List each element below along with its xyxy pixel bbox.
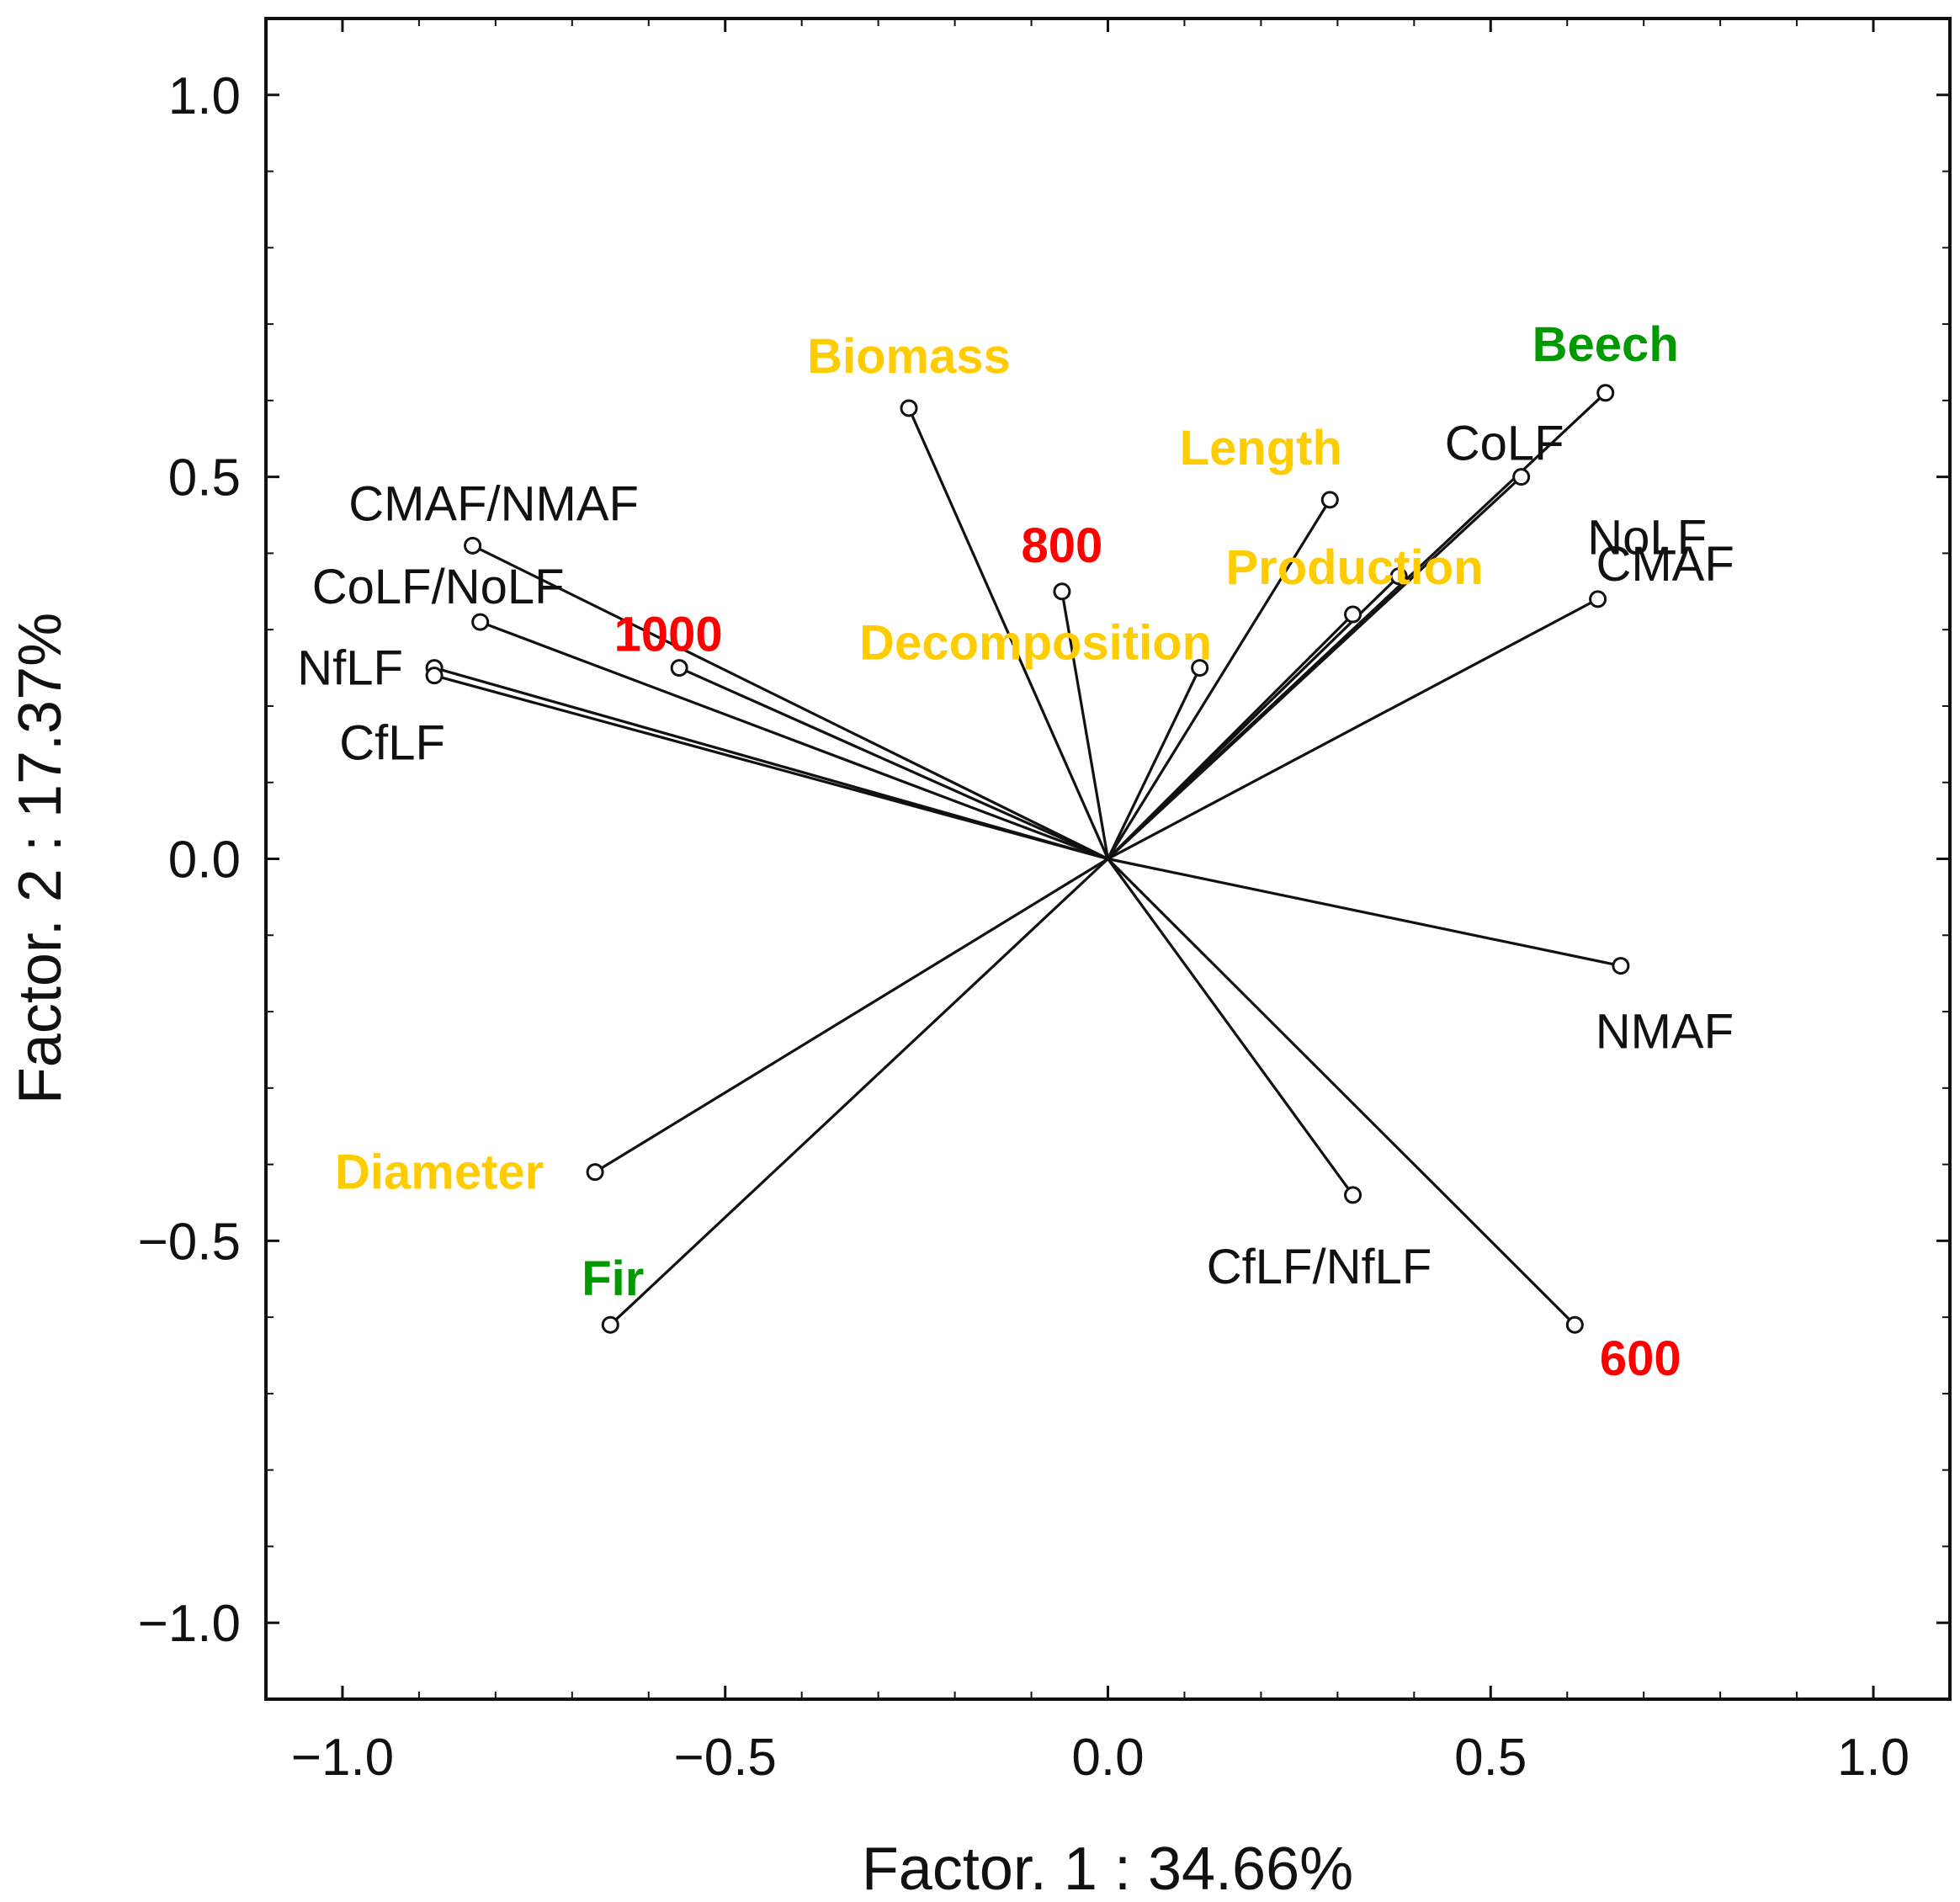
y-tick-label: 0.5	[168, 449, 241, 507]
label-cflf-nflf: CfLF/NfLF	[1207, 1240, 1432, 1294]
vector-cmaf	[1107, 598, 1599, 860]
loading-markers	[425, 384, 1630, 1334]
vector-alt-600	[1107, 858, 1576, 1326]
x-axis-title: Factor. 1 : 34.66%	[862, 1836, 1353, 1902]
vector-alt-800	[1060, 591, 1110, 859]
vector-cflf	[433, 674, 1108, 861]
label-colf: CoLF	[1445, 417, 1564, 471]
vector-biomass	[907, 407, 1109, 860]
y-axis-title: Factor. 2 : 17.37%	[7, 613, 74, 1104]
label-nflf: NfLF	[297, 641, 403, 696]
y-tick-label: 1.0	[168, 67, 241, 125]
y-tick-label: 0.0	[168, 831, 241, 890]
marker-cmaf-nmaf	[464, 536, 482, 555]
x-tick-label: 0.0	[1071, 1729, 1144, 1787]
vector-nolf	[1107, 575, 1400, 860]
marker-alt-600	[1565, 1315, 1584, 1334]
vector-colf	[1107, 476, 1522, 860]
label-alt-800: 800	[1022, 518, 1103, 573]
label-alt-600: 600	[1600, 1331, 1681, 1386]
marker-decomposition	[1191, 659, 1209, 677]
loading-vectors	[433, 391, 1622, 1326]
marker-alt-1000	[670, 659, 688, 677]
label-alt-1000: 1000	[614, 608, 723, 662]
vector-length	[1107, 499, 1331, 860]
marker-diameter	[586, 1163, 604, 1182]
x-tick-label: 1.0	[1837, 1729, 1910, 1787]
vector-cflf-nflf	[1107, 858, 1354, 1196]
vector-decomposition	[1107, 667, 1202, 860]
label-production: Production	[1226, 540, 1484, 595]
marker-nolf	[1389, 567, 1408, 586]
vector-cmaf-nmaf	[471, 544, 1109, 860]
vector-alt-1000	[678, 667, 1109, 860]
marker-fir	[601, 1315, 619, 1334]
vector-colf-nolf	[480, 620, 1109, 860]
marker-nmaf	[1612, 957, 1630, 975]
y-tick-label: −1.0	[138, 1595, 241, 1653]
y-tick-label: −0.5	[138, 1213, 241, 1271]
x-tick-label: 0.5	[1454, 1729, 1527, 1787]
vector-diameter	[594, 858, 1109, 1174]
point-labels: Biomass Length Production Decomposition Diam…	[297, 317, 1734, 1386]
label-length: Length	[1180, 421, 1342, 476]
label-cflf: CfLF	[339, 716, 445, 771]
marker-colf-nolf	[471, 613, 490, 631]
marker-length	[1320, 491, 1339, 509]
label-diameter: Diameter	[335, 1145, 544, 1200]
marker-biomass	[900, 399, 918, 417]
marker-colf	[1512, 468, 1531, 486]
axis-ticks: −1.0 −0.5 0.0 0.5 1.0 −1.0 −0.5 0.0 0.5 1.0	[138, 19, 1950, 1787]
label-decomposition: Decomposition	[859, 616, 1212, 671]
label-nolf: NoLF	[1587, 511, 1707, 566]
label-colf-nolf: CoLF/NoLF	[312, 560, 565, 614]
label-biomass: Biomass	[807, 329, 1011, 384]
marker-cflf-nflf	[1344, 1186, 1362, 1204]
label-nmaf: NMAF	[1596, 1005, 1734, 1060]
x-tick-label: −1.0	[291, 1729, 394, 1787]
label-cmaf: CMAF	[1596, 537, 1734, 592]
marker-alt-800	[1053, 582, 1071, 601]
marker-beech	[1596, 384, 1615, 402]
label-beech: Beech	[1532, 317, 1679, 372]
label-fir: Fir	[582, 1251, 644, 1306]
marker-production	[1344, 605, 1362, 624]
label-cmaf-nmaf: CMAF/NMAF	[348, 476, 639, 531]
x-tick-label: −0.5	[674, 1729, 777, 1787]
vector-fir	[609, 858, 1109, 1326]
marker-cflf	[425, 667, 444, 685]
marker-cmaf	[1589, 590, 1607, 608]
vector-nmaf	[1107, 857, 1622, 968]
